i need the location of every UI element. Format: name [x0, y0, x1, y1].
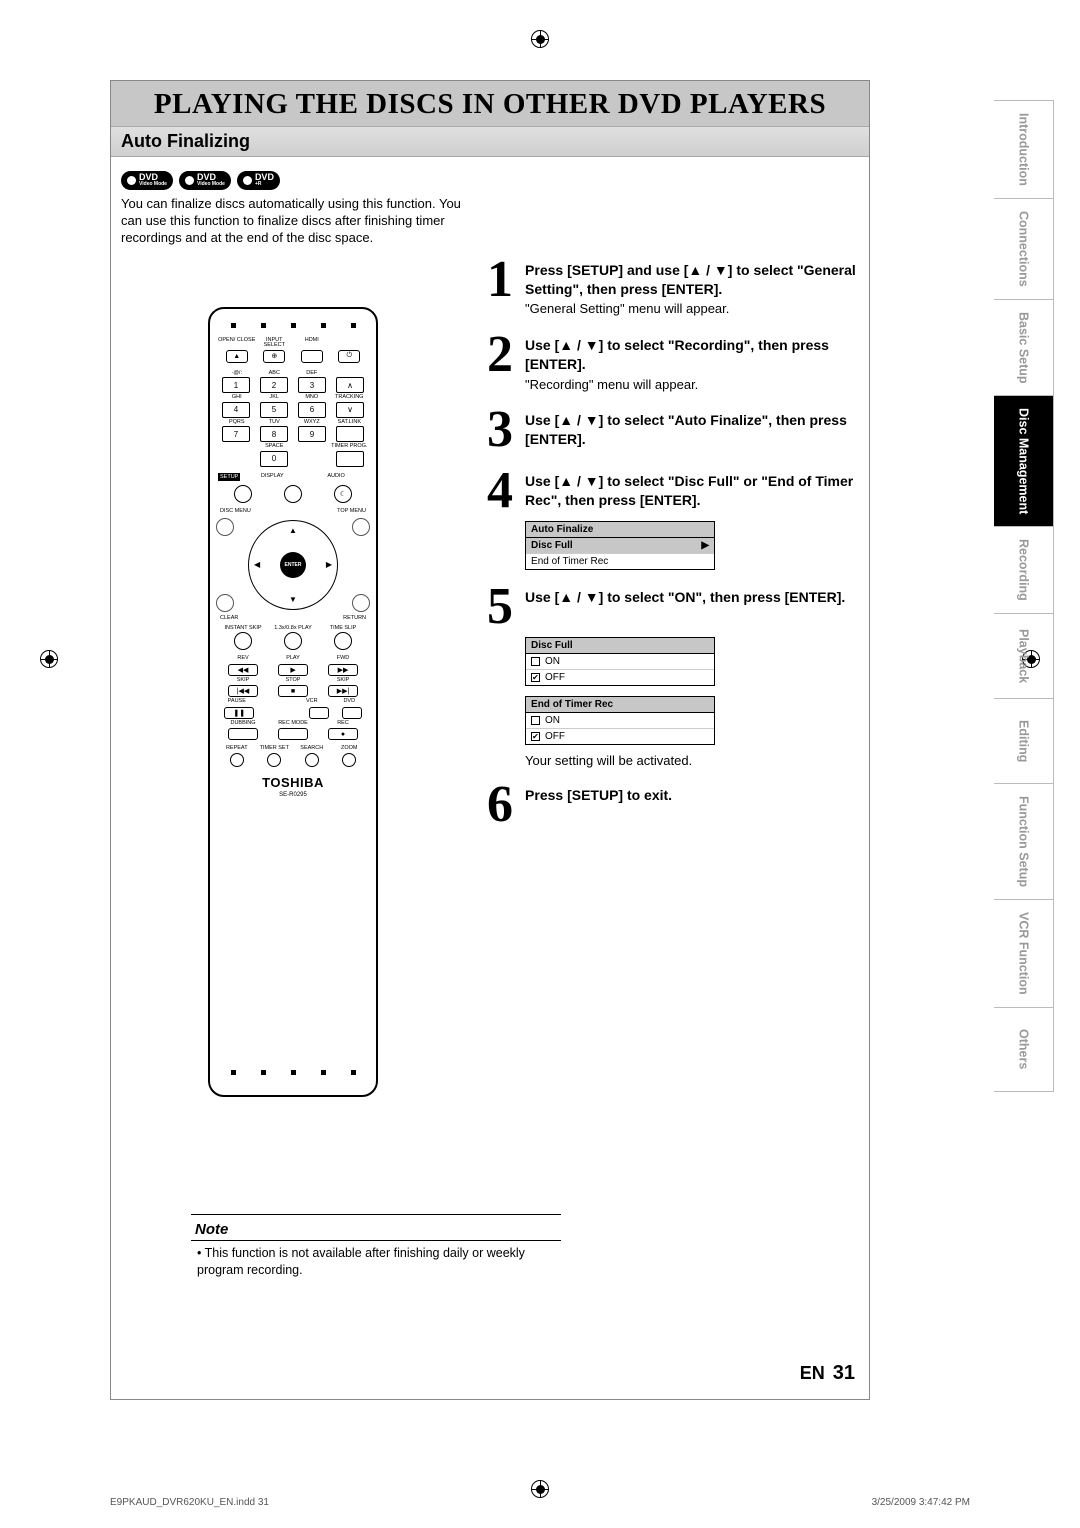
- auto-finalize-menu: Auto Finalize Disc Full▶ End of Timer Re…: [525, 521, 715, 570]
- chapter-tabs: Introduction Connections Basic Setup Dis…: [994, 100, 1054, 1092]
- step-4: 4 Use [▲ / ▼] to select "Disc Full" or "…: [475, 468, 863, 515]
- eject-button: ▲: [226, 350, 248, 363]
- remote-diagram: OPEN/ CLOSEINPUT SELECTHDMI ▲ ⊕ ⏻ ·@/:AB…: [208, 307, 378, 1097]
- tab-function-setup: Function Setup: [994, 783, 1054, 899]
- tab-introduction: Introduction: [994, 100, 1054, 198]
- steps-list: 1 Press [SETUP] and use [▲ / ▼] to selec…: [475, 257, 869, 1097]
- tab-recording: Recording: [994, 526, 1054, 613]
- step-1: 1 Press [SETUP] and use [▲ / ▼] to selec…: [475, 257, 863, 318]
- intro-text: You can finalize discs automatically usi…: [121, 196, 476, 247]
- step-2: 2 Use [▲ / ▼] to select "Recording", the…: [475, 332, 863, 393]
- disc-badges: DVDVideo Mode DVDVideo Mode DVD+R: [121, 171, 869, 190]
- print-footer: E9PKAUD_DVR620KU_EN.indd 31 3/25/2009 3:…: [110, 1497, 970, 1508]
- step5-aftertext: Your setting will be activated.: [525, 753, 863, 768]
- step-5: 5 Use [▲ / ▼] to select "ON", then press…: [475, 584, 863, 631]
- dvd-badge: DVDVideo Mode: [121, 171, 173, 190]
- tab-basic-setup: Basic Setup: [994, 299, 1054, 396]
- registration-mark: [531, 1480, 549, 1498]
- step-6: 6 Press [SETUP] to exit.: [475, 782, 863, 829]
- tab-connections: Connections: [994, 198, 1054, 299]
- end-timer-menu: End of Timer Rec ON ✔OFF: [525, 696, 715, 745]
- step-3: 3 Use [▲ / ▼] to select "Auto Finalize",…: [475, 407, 863, 454]
- tab-playback: Playback: [994, 613, 1054, 698]
- page-number: EN31: [800, 1362, 855, 1385]
- tab-vcr-function: VCR Function: [994, 899, 1054, 1007]
- page-frame: PLAYING THE DISCS IN OTHER DVD PLAYERS A…: [110, 80, 870, 1400]
- disc-full-menu: Disc Full ON ✔OFF: [525, 637, 715, 686]
- hdmi-button: [301, 350, 323, 363]
- tab-editing: Editing: [994, 698, 1054, 783]
- setup-label: SETUP: [218, 473, 240, 481]
- note-heading: Note: [191, 1215, 561, 1241]
- dvd-badge: DVD+R: [237, 171, 280, 190]
- remote-brand: TOSHIBA: [218, 775, 368, 790]
- page-title: PLAYING THE DISCS IN OTHER DVD PLAYERS: [111, 81, 869, 126]
- dvd-badge: DVDVideo Mode: [179, 171, 231, 190]
- power-button: ⏻: [338, 350, 360, 363]
- section-heading: Auto Finalizing: [111, 126, 869, 157]
- registration-mark: [531, 30, 549, 48]
- registration-mark: [40, 650, 58, 668]
- remote-model: SE-R0295: [218, 792, 368, 798]
- input-button: ⊕: [263, 350, 285, 363]
- tab-others: Others: [994, 1007, 1054, 1092]
- tab-disc-management: Disc Management: [994, 395, 1054, 526]
- note-box: Note • This function is not available af…: [191, 1214, 561, 1279]
- note-body: • This function is not available after f…: [191, 1241, 561, 1279]
